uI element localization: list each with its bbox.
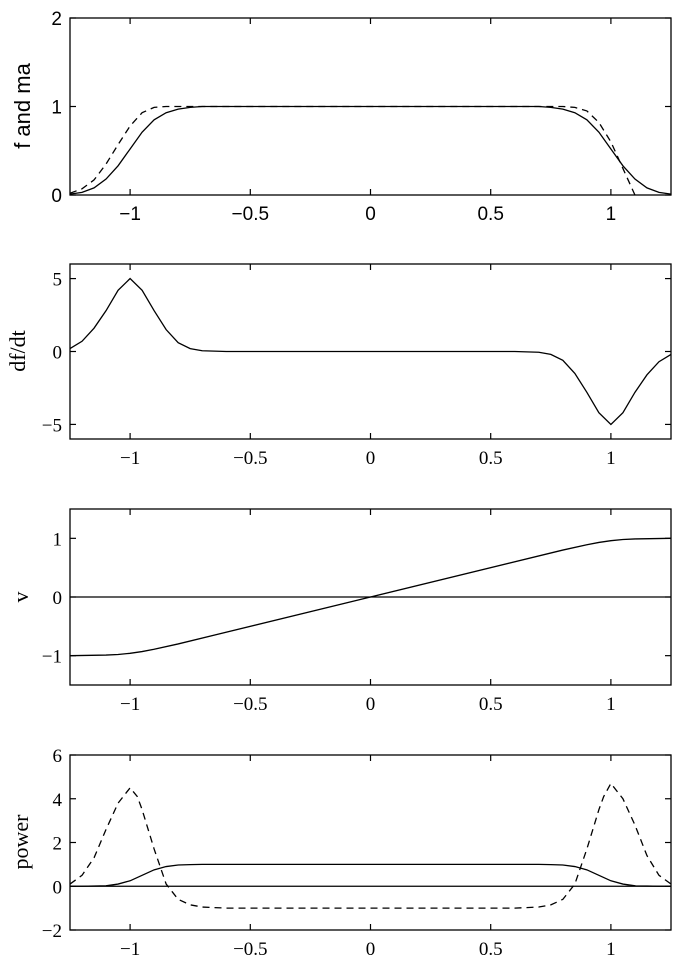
x-tick-label: 1 — [606, 448, 616, 469]
y-tick-label: 4 — [53, 790, 63, 811]
x-tick-label: −1 — [120, 448, 140, 469]
panel-power: power −1 −0.5 0 0.5 1 −2 0 2 4 6 — [8, 746, 672, 957]
y-tick-label: 2 — [53, 834, 63, 855]
y-tick-label: 0 — [51, 186, 62, 207]
x-tick-label: 1 — [606, 204, 617, 225]
x-tick-label: 0 — [366, 939, 376, 957]
y-tick-label: 5 — [53, 270, 63, 291]
y-tick-label: 0 — [53, 343, 63, 364]
y-tick-label: 1 — [53, 529, 63, 550]
series-line — [70, 863, 671, 887]
x-tick-label: −1 — [119, 204, 141, 225]
x-tick-label: −0.5 — [233, 694, 267, 715]
x-tick-label: −0.5 — [233, 939, 267, 957]
y-tick-label: 1 — [51, 98, 62, 119]
series-line — [69, 277, 672, 426]
x-tick-label: 0.5 — [479, 448, 503, 469]
series-line-dashed — [69, 105, 636, 196]
x-tick-label: 0.5 — [479, 939, 503, 957]
x-tick-label: 0.5 — [477, 204, 503, 225]
x-tick-label: 0 — [365, 204, 376, 225]
x-tick-label: 0 — [366, 694, 376, 715]
x-tick-label: −0.5 — [233, 448, 267, 469]
y-axis-label: f and ma — [10, 62, 35, 148]
y-tick-label: −1 — [42, 647, 62, 668]
x-tick-label: −1 — [120, 939, 140, 957]
panel-df-dt: df/dt −1 −0.5 0 0.5 1 −5 0 5 — [5, 263, 672, 469]
series-line-dashed — [69, 782, 672, 909]
x-tick-label: 1 — [606, 939, 616, 957]
y-tick-label: 2 — [51, 9, 62, 30]
y-axis-label: df/dt — [5, 330, 30, 372]
x-tick-label: 1 — [606, 694, 616, 715]
x-tick-label: −0.5 — [232, 204, 270, 225]
axes-box — [69, 754, 672, 931]
x-tick-label: −1 — [120, 694, 140, 715]
y-tick-label: 0 — [53, 588, 63, 609]
y-tick-label: 6 — [53, 746, 63, 767]
y-tick-label: 0 — [53, 877, 63, 898]
panel-f-and-ma: f and ma −1 −0.5 0 0.5 1 0 1 2 — [10, 9, 672, 225]
panel-v: v −1 −0.5 0 0.5 1 −1 0 1 — [8, 508, 672, 715]
series-line — [69, 105, 672, 195]
y-axis-label: v — [8, 592, 33, 603]
y-axis-label: power — [8, 814, 33, 870]
y-tick-label: −5 — [42, 415, 62, 436]
x-tick-label: 0.5 — [479, 694, 503, 715]
y-tick-label: −2 — [42, 921, 62, 942]
x-tick-label: 0 — [366, 448, 376, 469]
